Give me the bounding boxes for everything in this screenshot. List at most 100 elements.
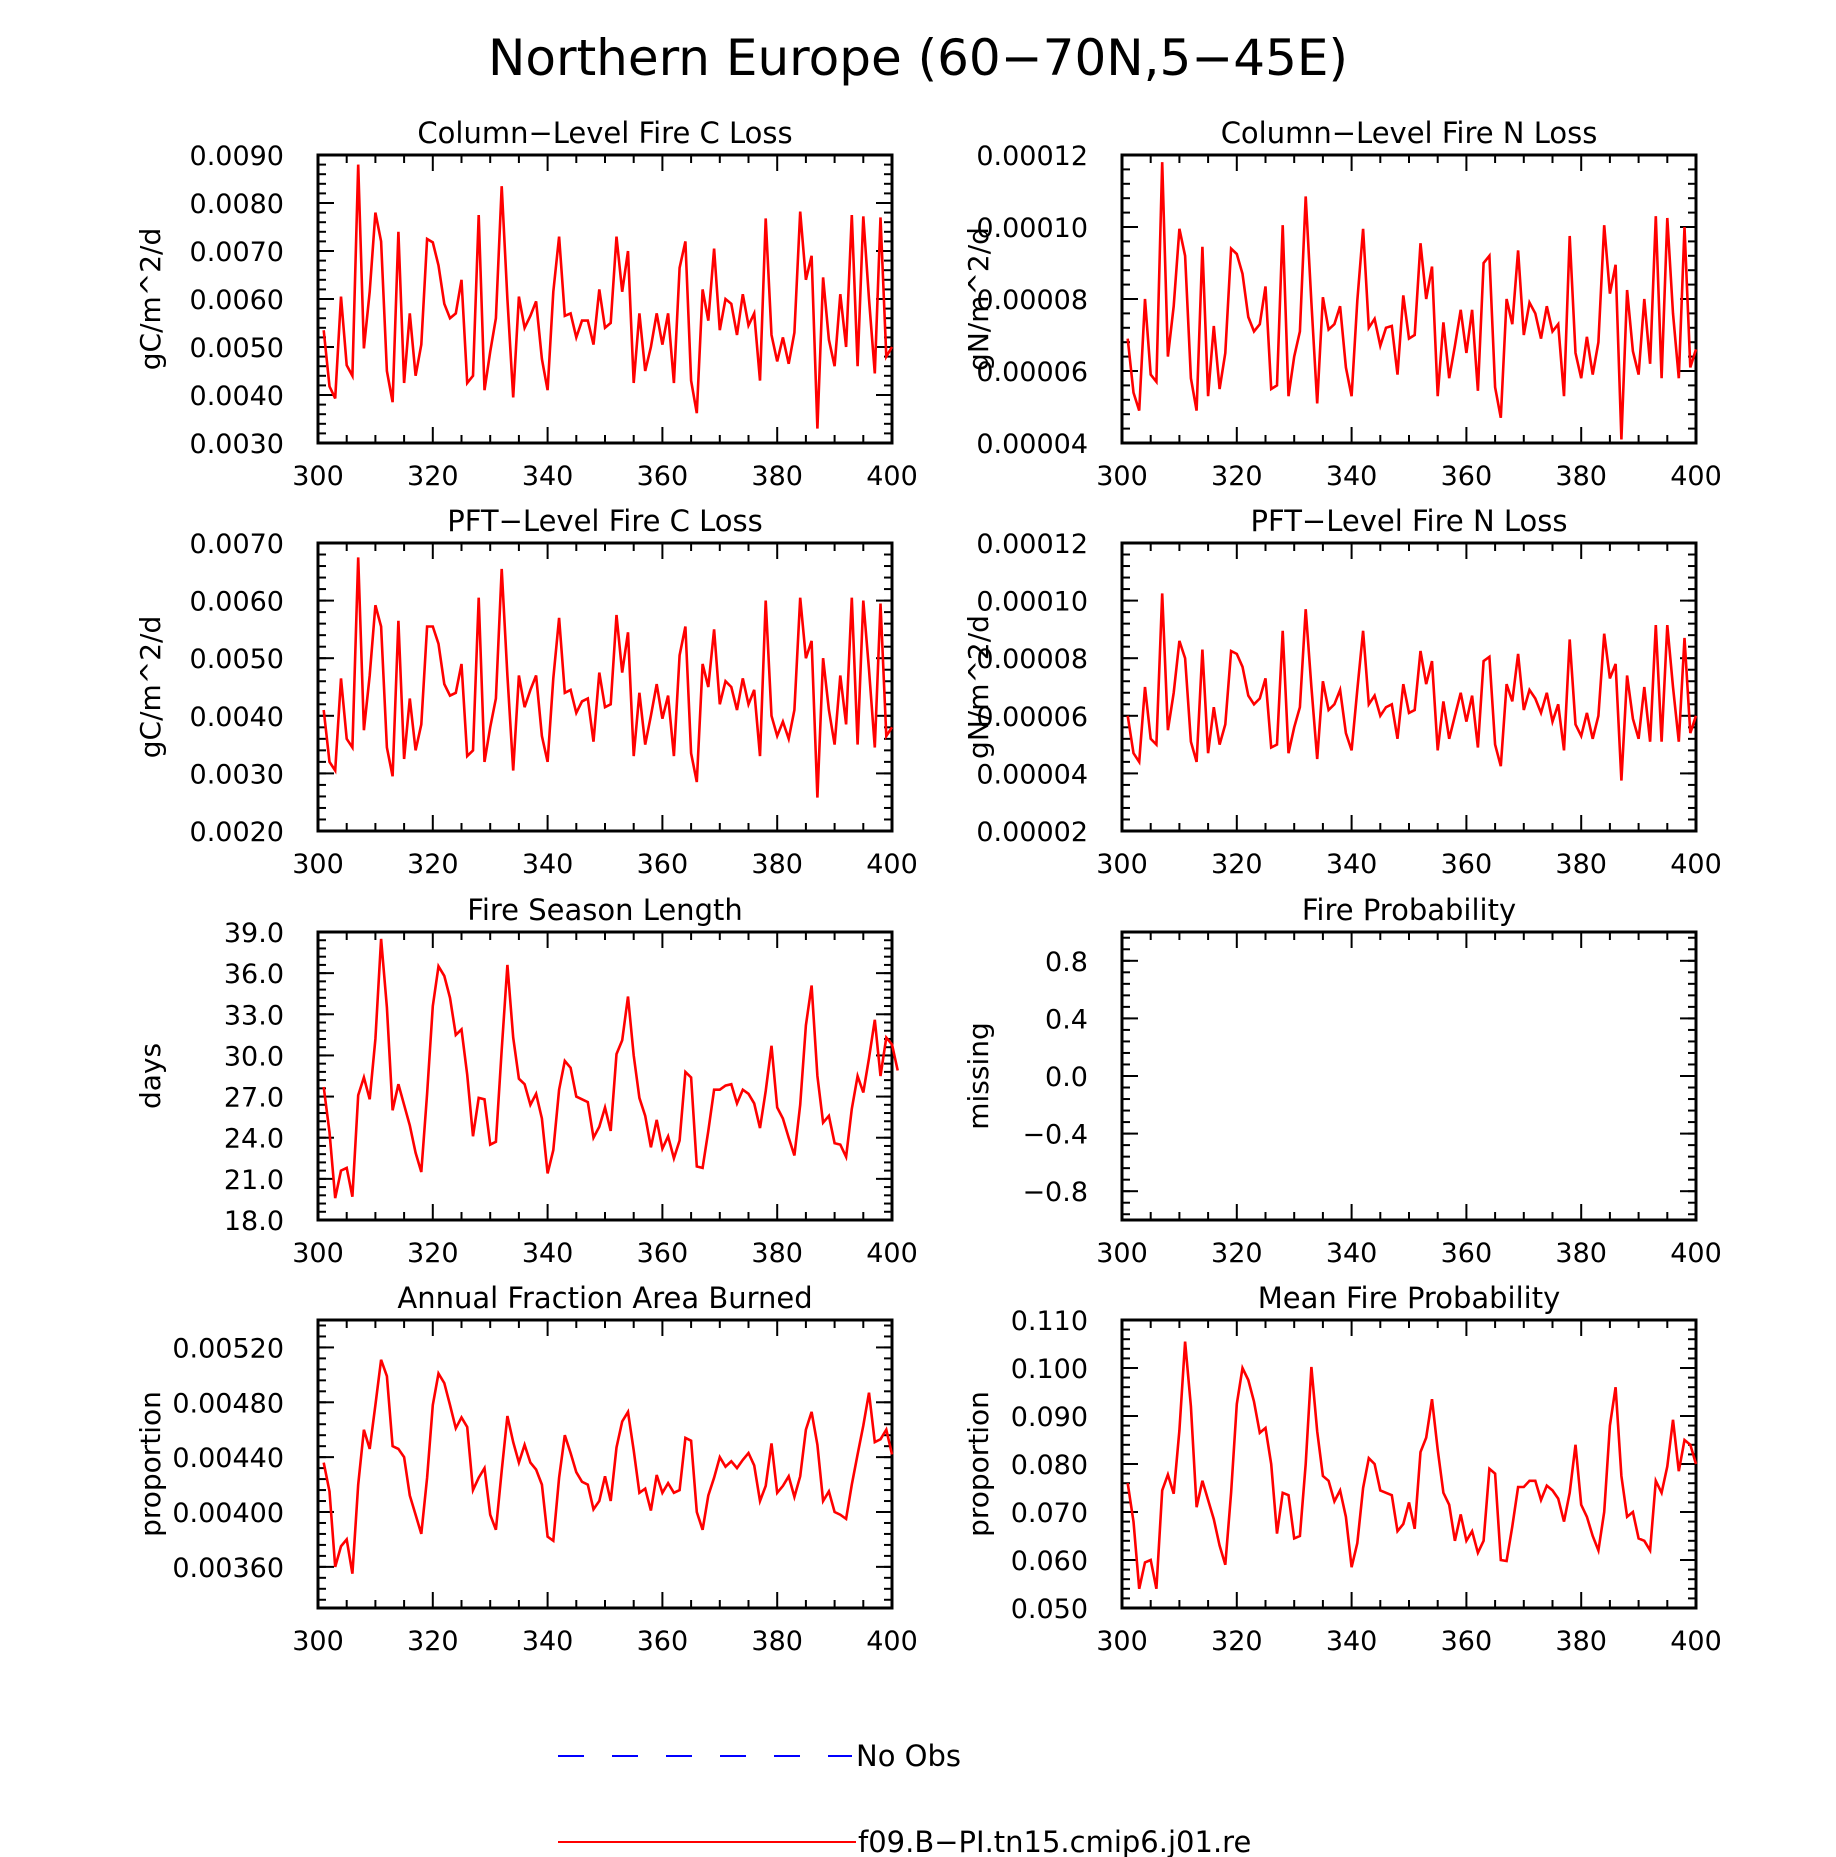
x-tick-label: 400 bbox=[1670, 1626, 1722, 1657]
legend: No Obs f09.B−PI.tn15.cmip6.j01.re bbox=[558, 1739, 1251, 1857]
y-tick-label: 0.00400 bbox=[172, 1498, 284, 1529]
y-tick-label: 0.00360 bbox=[172, 1553, 284, 1584]
x-tick-label: 380 bbox=[751, 1238, 803, 1269]
y-axis-label: days bbox=[134, 1043, 167, 1109]
y-tick-label: 0.100 bbox=[1011, 1354, 1088, 1385]
y-tick-label: 0.0020 bbox=[190, 817, 284, 848]
x-tick-label: 400 bbox=[866, 1238, 918, 1269]
y-axis-label: gN/m^2/d bbox=[962, 227, 995, 371]
y-tick-label: 0.0060 bbox=[190, 285, 284, 316]
y-tick-label: 0.0080 bbox=[190, 189, 284, 220]
panel-title: PFT−Level Fire C Loss bbox=[447, 504, 763, 538]
x-tick-label: 380 bbox=[1555, 1238, 1607, 1269]
plot-frame bbox=[1120, 541, 1698, 833]
x-tick-label: 380 bbox=[1555, 1626, 1607, 1657]
plot-frame bbox=[316, 541, 894, 833]
series-line-1 bbox=[1126, 162, 1698, 440]
x-tick-label: 360 bbox=[637, 461, 689, 492]
panel-7: Annual Fraction Area Burned 300 320 340 360 3… bbox=[134, 1281, 918, 1657]
x-tick-label: 380 bbox=[1555, 849, 1607, 880]
y-tick-label: 0.0030 bbox=[190, 429, 284, 460]
x-tick-label: 300 bbox=[292, 461, 344, 492]
panel-title: Fire Season Length bbox=[467, 893, 742, 927]
y-tick-label: 21.0 bbox=[224, 1165, 284, 1196]
y-axis-label: gC/m^2/d bbox=[134, 616, 167, 759]
y-tick-label: 27.0 bbox=[224, 1083, 284, 1114]
y-tick-label: 0.00006 bbox=[976, 357, 1088, 388]
figure-title: Northern Europe (60−70N,5−45E) bbox=[488, 29, 1348, 87]
x-tick-label: 400 bbox=[866, 461, 918, 492]
y-tick-label: 0.0030 bbox=[190, 759, 284, 790]
x-tick-label: 300 bbox=[292, 1626, 344, 1657]
y-tick-label: 18.0 bbox=[224, 1206, 284, 1237]
y-tick-label: 24.0 bbox=[224, 1124, 284, 1155]
y-tick-label: 0.0050 bbox=[190, 333, 284, 364]
legend-model-label: f09.B−PI.tn15.cmip6.j01.re bbox=[858, 1825, 1251, 1857]
y-tick-label: 0.00006 bbox=[976, 702, 1088, 733]
y-tick-label: 0.0070 bbox=[190, 529, 284, 560]
y-tick-label: 33.0 bbox=[224, 1000, 284, 1031]
x-tick-label: 320 bbox=[407, 1238, 459, 1269]
y-tick-label: −0.8 bbox=[1022, 1177, 1088, 1208]
x-tick-label: 320 bbox=[407, 461, 459, 492]
y-tick-label: 0.00010 bbox=[976, 587, 1088, 618]
x-tick-label: 400 bbox=[866, 1626, 918, 1657]
x-tick-label: 360 bbox=[637, 849, 689, 880]
y-tick-label: 0.0070 bbox=[190, 237, 284, 268]
x-tick-label: 380 bbox=[751, 461, 803, 492]
y-tick-label: 0.00004 bbox=[976, 759, 1088, 790]
y-tick-label: 0.00008 bbox=[976, 285, 1088, 316]
series-line-1 bbox=[322, 164, 894, 429]
panel-8: Mean Fire Probability 300 320 340 360 380 400 0… bbox=[962, 1281, 1722, 1657]
series-line-1 bbox=[322, 557, 894, 798]
plot-frame bbox=[1120, 930, 1698, 1222]
y-axis-label: gN/m^2/d bbox=[962, 615, 995, 759]
panel-2: Column−Level Fire N Loss 300 320 340 360 380 4… bbox=[962, 116, 1722, 492]
y-axis-label: gC/m^2/d bbox=[134, 228, 167, 371]
panel-4: PFT−Level Fire N Loss 300 320 340 360 380 400 0… bbox=[962, 504, 1722, 880]
y-tick-label: 0.110 bbox=[1011, 1306, 1088, 1337]
x-tick-label: 340 bbox=[1326, 461, 1378, 492]
x-tick-label: 380 bbox=[751, 1626, 803, 1657]
y-tick-label: 0.00002 bbox=[976, 817, 1088, 848]
panel-title: Mean Fire Probability bbox=[1258, 1281, 1561, 1315]
x-tick-label: 380 bbox=[1555, 461, 1607, 492]
x-tick-label: 340 bbox=[1326, 1626, 1378, 1657]
y-tick-label: −0.4 bbox=[1022, 1120, 1088, 1151]
x-tick-label: 320 bbox=[407, 849, 459, 880]
y-tick-label: 0.00010 bbox=[976, 213, 1088, 244]
plot-frame bbox=[1120, 1318, 1698, 1610]
y-tick-label: 0.00520 bbox=[172, 1333, 284, 1364]
y-tick-label: 0.4 bbox=[1045, 1004, 1088, 1035]
y-tick-label: 0.0040 bbox=[190, 381, 284, 412]
x-tick-label: 360 bbox=[1441, 1626, 1493, 1657]
y-tick-label: 0.00440 bbox=[172, 1443, 284, 1474]
y-tick-label: 30.0 bbox=[224, 1041, 284, 1072]
y-tick-label: 0.070 bbox=[1011, 1498, 1088, 1529]
y-tick-label: 0.0040 bbox=[190, 702, 284, 733]
x-tick-label: 300 bbox=[1096, 1626, 1148, 1657]
y-tick-label: 0.0050 bbox=[190, 644, 284, 675]
plot-frame bbox=[316, 930, 894, 1222]
y-tick-label: 0.090 bbox=[1011, 1402, 1088, 1433]
panel-6: Fire Probability 300 320 340 360 380 400 −0.8 −0… bbox=[962, 893, 1722, 1269]
x-tick-label: 320 bbox=[1211, 849, 1263, 880]
x-tick-label: 320 bbox=[1211, 461, 1263, 492]
y-tick-label: 0.060 bbox=[1011, 1546, 1088, 1577]
x-tick-label: 300 bbox=[292, 1238, 344, 1269]
x-tick-label: 400 bbox=[866, 849, 918, 880]
x-tick-label: 320 bbox=[1211, 1626, 1263, 1657]
y-tick-label: 0.8 bbox=[1045, 947, 1088, 978]
x-tick-label: 340 bbox=[1326, 1238, 1378, 1269]
panel-title: Column−Level Fire C Loss bbox=[417, 116, 792, 150]
x-tick-label: 380 bbox=[751, 849, 803, 880]
x-tick-label: 360 bbox=[637, 1626, 689, 1657]
y-tick-label: 0.0 bbox=[1045, 1062, 1088, 1093]
y-tick-label: 0.0090 bbox=[190, 141, 284, 172]
y-tick-label: 39.0 bbox=[224, 918, 284, 949]
y-tick-label: 0.00004 bbox=[976, 429, 1088, 460]
y-tick-label: 0.00480 bbox=[172, 1388, 284, 1419]
y-tick-label: 0.00012 bbox=[976, 141, 1088, 172]
y-axis-label: missing bbox=[962, 1022, 995, 1130]
